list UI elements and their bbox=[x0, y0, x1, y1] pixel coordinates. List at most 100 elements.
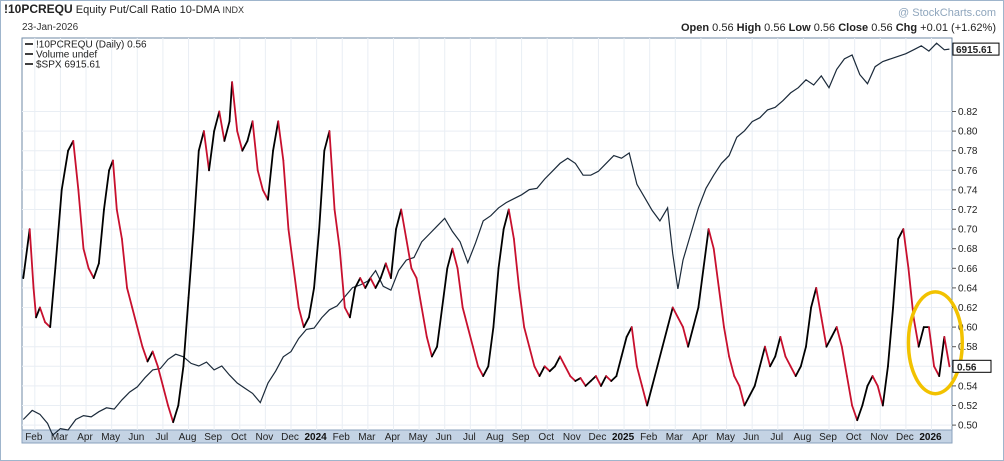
ratio-segment bbox=[192, 149, 200, 231]
ratio-segment bbox=[764, 345, 771, 368]
ratio-segment bbox=[246, 120, 254, 142]
ratio-segment bbox=[630, 326, 638, 368]
ratio-segment bbox=[223, 120, 231, 142]
ratio-segment bbox=[641, 384, 649, 407]
ratio-segment bbox=[687, 326, 695, 348]
ratio-segment bbox=[487, 326, 495, 368]
ratio-segment bbox=[477, 365, 485, 378]
ratio-segment bbox=[548, 365, 556, 373]
ratio-segment bbox=[32, 286, 37, 319]
x-month-label: Jul bbox=[463, 432, 476, 443]
ratio-segment bbox=[871, 375, 879, 387]
ratio-segment bbox=[461, 306, 469, 329]
ratio-segment bbox=[415, 277, 423, 309]
ratio-segment bbox=[846, 375, 853, 407]
ratio-segment bbox=[692, 306, 700, 329]
ratio-segment bbox=[799, 345, 807, 368]
ratio-segment bbox=[723, 326, 731, 358]
ratio-segment bbox=[472, 345, 479, 368]
close-value: 0.56 bbox=[871, 22, 893, 34]
y-tick-label: 0.70 bbox=[958, 225, 978, 236]
x-month-label: May bbox=[101, 432, 120, 443]
ratio-segment bbox=[72, 139, 80, 191]
x-month-label: Oct bbox=[538, 432, 554, 443]
ratio-segment bbox=[528, 345, 536, 368]
ratio-segment bbox=[136, 326, 144, 348]
ratio-segment bbox=[431, 345, 438, 358]
ratio-segment bbox=[121, 237, 128, 289]
low-label: Low bbox=[788, 22, 811, 34]
ratio-segment bbox=[928, 326, 935, 368]
ratio-segment bbox=[241, 139, 249, 152]
x-month-label: Jul bbox=[770, 432, 783, 443]
ratio-segment bbox=[77, 188, 85, 250]
ratio-segment bbox=[661, 326, 669, 348]
ratio-segment bbox=[167, 404, 175, 424]
y-tick-label: 0.58 bbox=[958, 342, 978, 353]
x-month-label: Mar bbox=[666, 432, 684, 443]
x-month-label: Jun bbox=[743, 432, 759, 443]
ratio-segment bbox=[446, 247, 454, 270]
close-label: Close bbox=[838, 22, 869, 34]
x-month-label: Dec bbox=[589, 432, 607, 443]
ratio-segment bbox=[131, 306, 139, 329]
ratio-segment bbox=[49, 267, 57, 329]
y-tick-label: 0.50 bbox=[958, 421, 978, 432]
symbol-label: !10PCREQU bbox=[4, 2, 73, 16]
ratio-segment bbox=[513, 237, 520, 289]
ratio-segment bbox=[825, 335, 833, 348]
ratio-segment bbox=[492, 267, 500, 329]
ratio-segment bbox=[830, 326, 838, 338]
ratio-segment bbox=[256, 169, 264, 191]
y-tick-label: 0.62 bbox=[958, 303, 978, 314]
ratio-segment bbox=[717, 286, 725, 329]
x-month-label: Feb bbox=[640, 432, 658, 443]
ratio-segment bbox=[349, 286, 356, 319]
ratio-segment bbox=[97, 208, 105, 265]
y-tick-label: 0.72 bbox=[958, 205, 978, 216]
ratio-segment bbox=[151, 350, 159, 368]
spx-line bbox=[22, 42, 950, 437]
ratio-segment bbox=[82, 247, 90, 270]
ratio-segment bbox=[364, 277, 372, 289]
y-tick-label: 0.74 bbox=[958, 185, 978, 196]
x-month-label: Aug bbox=[486, 432, 504, 443]
ratio-segment bbox=[712, 247, 720, 289]
x-month-label: Mar bbox=[358, 432, 376, 443]
ratio-segment bbox=[54, 188, 63, 270]
exchange-label: INDX bbox=[222, 5, 244, 15]
x-month-label: Aug bbox=[794, 432, 812, 443]
ratio-segment bbox=[354, 277, 362, 289]
ratio-segment bbox=[615, 355, 623, 378]
ratio-segment bbox=[172, 404, 180, 424]
y-tick-label: 0.54 bbox=[958, 381, 978, 392]
ratio-value-tag bbox=[952, 359, 992, 373]
ratio-segment bbox=[574, 377, 582, 382]
ratio-segment bbox=[92, 262, 100, 280]
ratio-segment bbox=[231, 81, 239, 133]
ratio-segment bbox=[208, 130, 216, 172]
x-month-label: Sep bbox=[204, 432, 222, 443]
ratio-segment bbox=[436, 306, 444, 348]
x-month-label: Aug bbox=[179, 432, 197, 443]
y-tick-label: 0.66 bbox=[958, 264, 978, 275]
ratio-segment bbox=[482, 365, 490, 378]
ratio-segment bbox=[338, 247, 346, 309]
ratio-segment bbox=[323, 130, 331, 152]
ratio-segment bbox=[938, 335, 946, 378]
ratio-segment bbox=[651, 365, 659, 387]
ratio-segment bbox=[671, 306, 679, 319]
ratio-segment bbox=[697, 267, 705, 309]
ratio-segment bbox=[656, 345, 664, 368]
chg-value: +0.01 (+1.62%) bbox=[920, 22, 996, 34]
ratio-segment bbox=[753, 365, 761, 387]
ratio-segment bbox=[835, 326, 843, 348]
ratio-segment bbox=[369, 277, 377, 289]
ratio-segment bbox=[261, 188, 269, 201]
ratio-segment bbox=[297, 306, 305, 329]
ratio-segment bbox=[103, 169, 111, 211]
ratio-segment bbox=[441, 267, 449, 309]
ratio-segment bbox=[917, 326, 925, 348]
ratio-segment bbox=[395, 208, 403, 231]
ratio-segment bbox=[60, 149, 70, 191]
